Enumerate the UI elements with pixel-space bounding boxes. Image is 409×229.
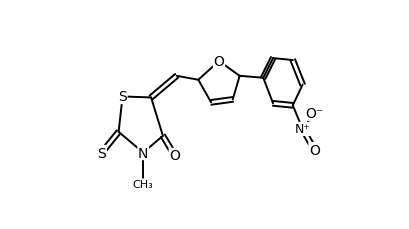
- Text: S: S: [118, 90, 127, 104]
- Text: N: N: [138, 146, 148, 160]
- Text: O: O: [308, 143, 319, 157]
- Text: CH₃: CH₃: [133, 179, 153, 189]
- Text: N⁺: N⁺: [294, 123, 310, 136]
- Text: O: O: [213, 55, 224, 69]
- Text: S: S: [97, 146, 106, 160]
- Text: O: O: [169, 149, 180, 163]
- Text: O⁻: O⁻: [305, 107, 323, 121]
